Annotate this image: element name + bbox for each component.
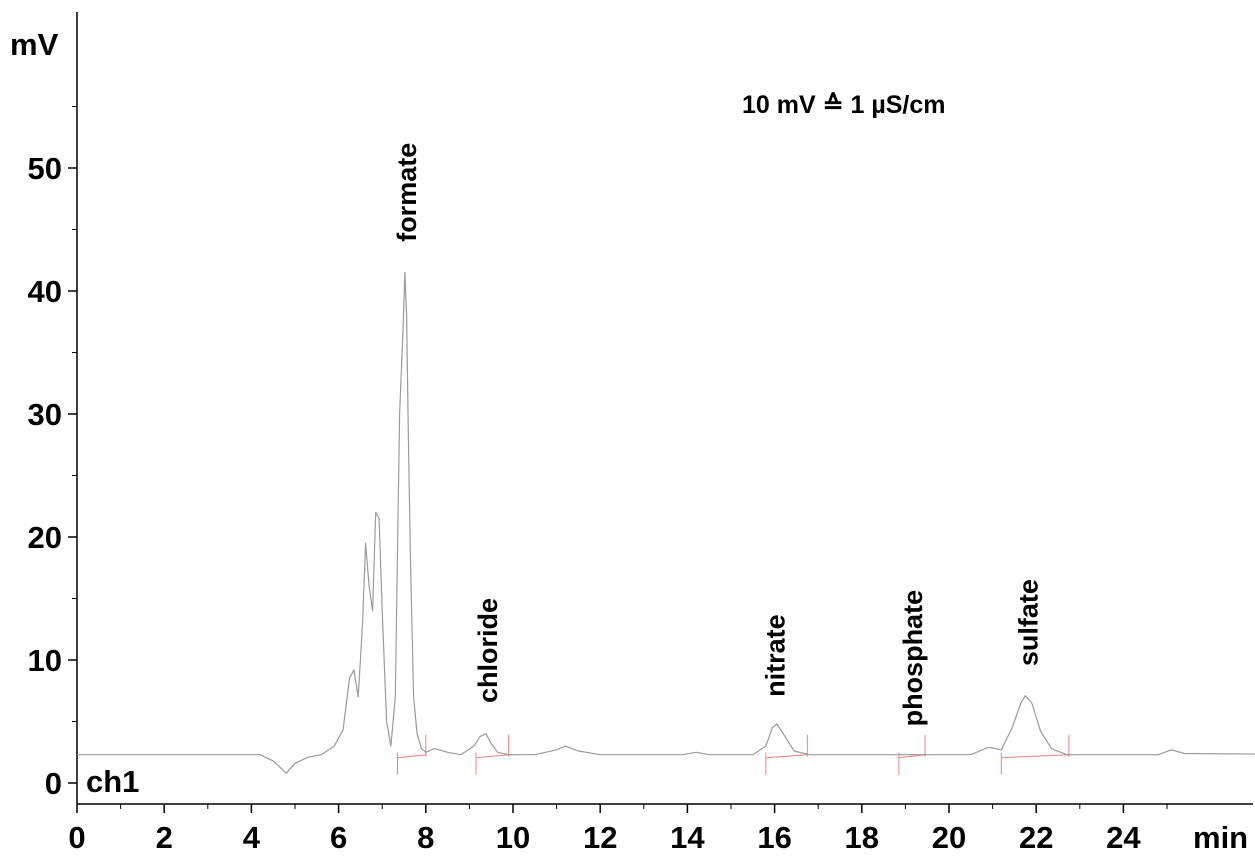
x-axis-unit-label: min: [1193, 820, 1248, 853]
integration-baseline: [765, 754, 808, 759]
chromatogram-trace: [77, 271, 1255, 774]
x-tick-label: 2: [156, 820, 173, 853]
peak-label-sulfate: sulfate: [1013, 579, 1043, 666]
x-tick-label: 12: [583, 820, 617, 853]
channel-label: ch1: [86, 764, 139, 799]
peak-label-phosphate: phosphate: [898, 590, 928, 727]
y-axis-unit-label: mV: [10, 27, 59, 62]
peak-label-group: formate chloride nitrate phosphate sulfate: [392, 143, 1043, 727]
integration-baseline: [475, 754, 509, 759]
y-tick-label: 30: [28, 397, 62, 432]
y-tick-label: 50: [28, 151, 62, 186]
y-tick-label: 10: [28, 643, 62, 678]
x-tick-label: 4: [243, 820, 261, 853]
peak-label-formate: formate: [392, 143, 422, 242]
x-tick-label: 0: [68, 820, 85, 853]
x-tick-label: 24: [1106, 820, 1141, 853]
x-tick-label: 22: [1019, 820, 1053, 853]
axes: mV min ch1 10 mV ≙ 1 µS/cm: [10, 12, 1253, 855]
x-tick-label: 16: [757, 820, 791, 853]
x-tick-label: 20: [932, 820, 966, 853]
x-tick-label: 14: [670, 820, 705, 853]
integration-baseline: [1001, 754, 1069, 759]
y-tick-label: 20: [28, 520, 62, 555]
x-tick-label: 18: [845, 820, 879, 853]
trace-group: [77, 271, 1255, 774]
y-tick-label: 0: [45, 766, 62, 801]
integration-baseline-group: [396, 734, 1070, 775]
x-tick-label: 8: [417, 820, 434, 853]
y-tick-label: 40: [28, 274, 62, 309]
conversion-annotation: 10 mV ≙ 1 µS/cm: [742, 91, 946, 119]
integration-baseline: [397, 754, 426, 759]
x-tick-label: 6: [330, 820, 347, 853]
peak-label-chloride: chloride: [473, 598, 503, 703]
x-tick-label: 10: [496, 820, 530, 853]
peak-label-nitrate: nitrate: [761, 614, 791, 697]
